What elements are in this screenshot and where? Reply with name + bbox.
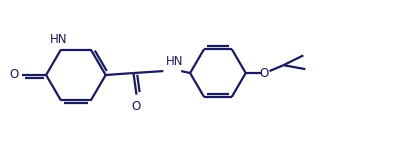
Text: HN: HN <box>50 33 67 46</box>
Text: O: O <box>132 100 141 112</box>
Text: HN: HN <box>166 55 183 68</box>
Text: O: O <box>258 67 267 80</box>
Text: O: O <box>9 69 18 81</box>
